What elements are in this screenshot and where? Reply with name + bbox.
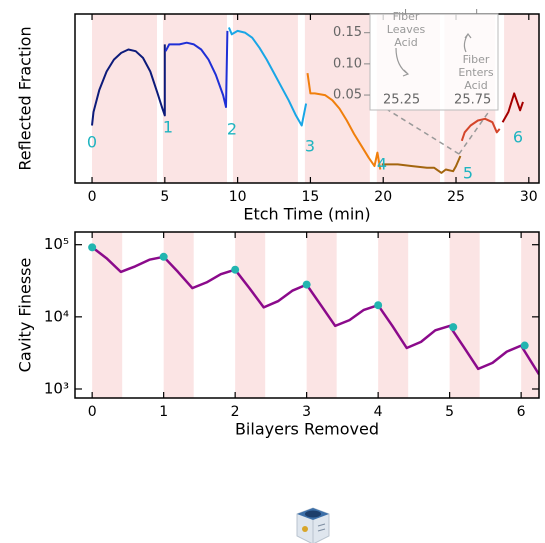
x-tick-label: 3 <box>302 404 311 420</box>
data-point <box>449 323 458 332</box>
shaded-band <box>306 232 337 398</box>
segment-label: 6 <box>513 128 523 147</box>
x-tick-label: 0 <box>88 404 97 420</box>
x-axis-label: Etch Time (min) <box>243 205 370 224</box>
shaded-band <box>162 14 227 183</box>
shaded-band <box>235 232 266 398</box>
y-tick-label: 0.15 <box>333 25 362 40</box>
y-tick-label: 10³ <box>44 379 69 397</box>
shaded-band <box>92 232 123 398</box>
x-tick-label: 0 <box>88 189 97 205</box>
y-axis-label: Reflected Fraction <box>16 26 35 170</box>
series-group <box>91 27 524 174</box>
data-point <box>302 280 311 289</box>
y-tick-label: 10⁵ <box>44 235 69 253</box>
series-group <box>88 243 539 375</box>
app-icon <box>296 507 330 543</box>
x-tick-label: 10 <box>229 189 247 205</box>
x-tick-label: 25 <box>447 189 465 205</box>
y-tick-label: 0.10 <box>333 56 362 71</box>
x-tick-label: 5 <box>445 404 454 420</box>
data-line <box>381 155 462 174</box>
data-point <box>159 252 168 261</box>
data-point <box>520 341 529 350</box>
arrow <box>395 47 410 77</box>
x-tick-label: 1 <box>159 404 168 420</box>
connector <box>387 109 491 155</box>
plot-frame <box>74 13 540 184</box>
shaded-band <box>504 14 539 183</box>
data-point <box>374 301 383 310</box>
x-tick-label: 6 <box>517 404 526 420</box>
shaded-band <box>304 14 370 183</box>
shaded-band <box>163 232 194 398</box>
data-point <box>88 243 97 252</box>
data-line <box>460 117 501 142</box>
inset-frame <box>369 13 499 111</box>
y-tick-label: 10⁴ <box>44 307 69 325</box>
y-axis-label: Cavity Finesse <box>16 258 35 373</box>
arrow <box>463 33 472 53</box>
y-tick-label: 0.05 <box>333 88 362 103</box>
segment-label: 0 <box>87 133 97 152</box>
x-axis-label: Bilayers Removed <box>235 420 379 439</box>
segment-label: 2 <box>227 120 237 139</box>
data-line <box>164 30 229 108</box>
x-tick-label: 2 <box>231 404 240 420</box>
x-tick-label: 15 <box>302 189 320 205</box>
shaded-band <box>378 232 409 398</box>
x-tick-label: 25.75 <box>454 93 491 108</box>
data-point <box>231 265 240 274</box>
segment-label: 3 <box>305 137 315 156</box>
x-tick-label: 30 <box>520 189 538 205</box>
data-line <box>91 44 166 126</box>
data-line <box>501 92 524 123</box>
segment-label: 4 <box>377 155 387 174</box>
segment-label: 5 <box>463 164 473 183</box>
x-tick-label: 25.25 <box>383 93 420 108</box>
shaded-band <box>521 232 539 398</box>
segment-label: 1 <box>163 118 173 137</box>
shaded-band <box>449 232 480 398</box>
annotation: Fiber Leaves Acid <box>387 10 426 49</box>
data-line <box>306 72 382 170</box>
x-tick-label: 4 <box>374 404 383 420</box>
x-tick-label: 5 <box>160 189 169 205</box>
x-tick-label: 20 <box>374 189 392 205</box>
data-line <box>227 27 308 127</box>
annotation: Fiber Enters Acid <box>458 53 494 92</box>
shaded-band <box>92 14 157 183</box>
